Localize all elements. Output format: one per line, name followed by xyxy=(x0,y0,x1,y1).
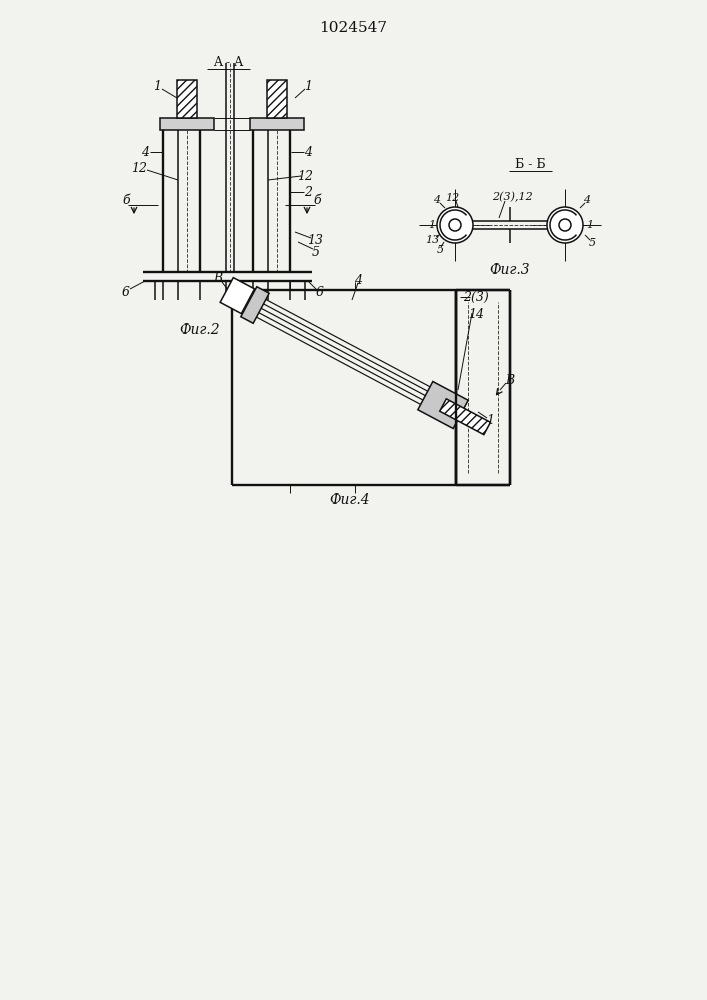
Text: Фиг.3: Фиг.3 xyxy=(490,263,530,277)
Circle shape xyxy=(559,219,571,231)
Text: 1024547: 1024547 xyxy=(319,21,387,35)
Text: В: В xyxy=(214,271,223,284)
Text: 6: 6 xyxy=(122,286,130,298)
Text: 5: 5 xyxy=(436,245,443,255)
Text: 5: 5 xyxy=(312,245,320,258)
Text: В: В xyxy=(506,373,515,386)
Text: Б - Б: Б - Б xyxy=(515,158,545,172)
Circle shape xyxy=(437,207,473,243)
Circle shape xyxy=(449,219,461,231)
Bar xyxy=(267,80,287,118)
Text: 6: 6 xyxy=(316,286,324,298)
Text: б: б xyxy=(122,194,130,207)
Text: 1: 1 xyxy=(486,414,494,426)
Text: 4: 4 xyxy=(433,195,440,205)
Bar xyxy=(177,80,197,118)
Text: 12: 12 xyxy=(445,193,459,203)
Bar xyxy=(160,118,214,130)
Text: 4: 4 xyxy=(354,273,362,286)
Text: 2(3): 2(3) xyxy=(463,290,489,304)
Text: 2: 2 xyxy=(304,186,312,198)
Text: 14: 14 xyxy=(468,308,484,322)
Text: 13: 13 xyxy=(425,235,439,245)
Text: 4: 4 xyxy=(583,195,590,205)
Text: 4: 4 xyxy=(141,145,149,158)
Text: 12: 12 xyxy=(297,169,313,182)
Circle shape xyxy=(547,207,583,243)
Text: б: б xyxy=(313,194,321,207)
Text: Фиг.2: Фиг.2 xyxy=(180,323,221,337)
Text: 5: 5 xyxy=(588,238,595,248)
Text: 1: 1 xyxy=(428,220,436,230)
Text: 2(3),12: 2(3),12 xyxy=(491,192,532,202)
Text: 4: 4 xyxy=(304,145,312,158)
Polygon shape xyxy=(220,278,255,314)
Text: 13: 13 xyxy=(307,233,323,246)
Polygon shape xyxy=(418,381,468,429)
Text: 1: 1 xyxy=(586,220,594,230)
Text: 1: 1 xyxy=(304,81,312,94)
Text: A - A: A - A xyxy=(213,56,243,70)
Text: 12: 12 xyxy=(131,161,147,174)
Polygon shape xyxy=(440,399,491,435)
Text: Фиг.4: Фиг.4 xyxy=(329,493,370,507)
Text: 1: 1 xyxy=(153,81,161,94)
Polygon shape xyxy=(241,287,269,323)
Bar xyxy=(250,118,304,130)
